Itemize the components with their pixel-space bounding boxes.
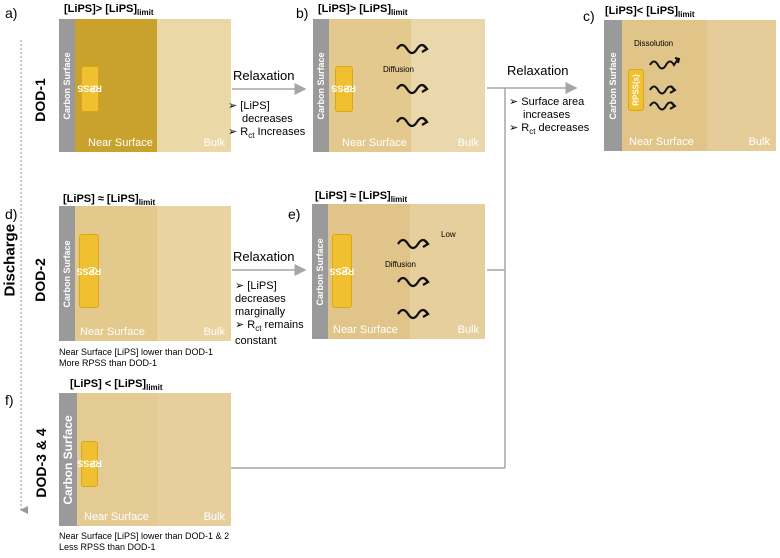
relaxation-title-3: Relaxation [233,249,295,264]
near-surface-label: Near Surface [342,137,407,149]
panel-d-caption: Near Surface [LiPS] lower than DOD-1 Mor… [59,347,214,368]
near-surface-label: Near Surface [333,324,398,336]
squiggle-arrow-icon [396,43,429,128]
carbon-surface: Carbon Surface [312,204,328,339]
diffusion-arrows [397,238,430,320]
squiggle-arrow-icon [397,238,430,320]
panel-f-title: [LiPS] < [LiPS]limit [70,378,163,393]
carbon-surface: Carbon Surface [59,393,77,526]
panel-d-title: [LiPS] ≈ [LiPS]limit [63,193,156,208]
panel-a-title: [LiPS]> [LiPS]limit [64,3,154,18]
carbon-surface: Carbon Surface [604,20,622,151]
panel-c-title: [LiPS]< [LiPS]limit [605,5,695,20]
diffusion-label: Diffusion [385,260,416,269]
rpss-block: RPSS(s) [77,441,102,487]
panel-a-letter: a) [5,5,18,21]
bulk-label: Bulk [203,137,225,149]
relaxation-title-1: Relaxation [233,68,295,83]
bulk-label: Bulk [457,324,479,336]
bulk-label: Bulk [748,136,770,148]
panel-e-title: [LiPS] ≈ [LiPS]limit [315,190,408,205]
bulk-label: Bulk [203,326,225,338]
carbon-surface: Carbon Surface [59,19,75,152]
dissolution-label: Dissolution [634,39,674,48]
rpss-block: RPSS(s) [628,69,644,111]
panel-c-letter: c) [583,8,595,24]
panel-b-letter: b) [296,5,309,21]
relaxation-title-2: Relaxation [507,63,569,78]
bulk-label: Bulk [457,137,479,149]
panel-f-caption: Near Surface [LiPS] lower than DOD-1 & 2… [59,531,230,552]
diffusion-label: Diffusion [383,65,414,74]
panel-d-letter: d) [5,206,18,222]
panel-b: Carbon Surface RPSS (s) Diffusion Near Su… [313,19,485,152]
rpss-block: RPSS(s) [78,66,102,112]
panel-c: Carbon Surface RPSS(s) Dissolution Near … [604,20,776,151]
panel-a: Carbon Surface RPSS (s) Near Surface Bulk [59,19,231,152]
carbon-surface: Carbon Surface [313,19,329,152]
panel-e: Carbon Surface RPSS (s) Low Diffusion Nea… [312,204,485,339]
bulk-label: Bulk [203,511,225,523]
near-surface-label: Near Surface [629,136,694,148]
rpss-block: RPSS(s) [330,234,354,308]
diffusion-arrows [396,43,429,128]
panel-f: Carbon Surface RPSS (s) Near Surface Bulk [59,393,231,526]
panel-f-letter: f) [5,392,14,408]
near-surface-label: Near Surface [88,137,153,149]
near-surface-label: Near Surface [80,326,145,338]
panel-e-letter: e) [288,206,301,222]
rpss-block: RPSS(s) [77,234,101,308]
panel-d: Carbon Surface RPSS (s) Near Surface Bulk [59,206,231,341]
carbon-surface: Carbon Surface [59,206,75,341]
dissolution-arrows [649,57,681,111]
rpss-block: RPSS(s) [332,66,356,112]
relaxation-notes-2: ➢ Surface area increases ➢ Rct decreases [509,96,590,137]
low-label: Low [441,230,456,239]
panel-b-title: [LiPS]> [LiPS]limit [318,3,408,18]
near-surface-label: Near Surface [84,511,149,523]
relaxation-notes-3: ➢ [LiPS] decreases marginally ➢ Rct rema… [235,280,304,348]
relaxation-notes-1: ➢ [LiPS] decreases ➢ Rct Increases [228,100,306,141]
squiggle-arrow-icon [649,57,681,111]
